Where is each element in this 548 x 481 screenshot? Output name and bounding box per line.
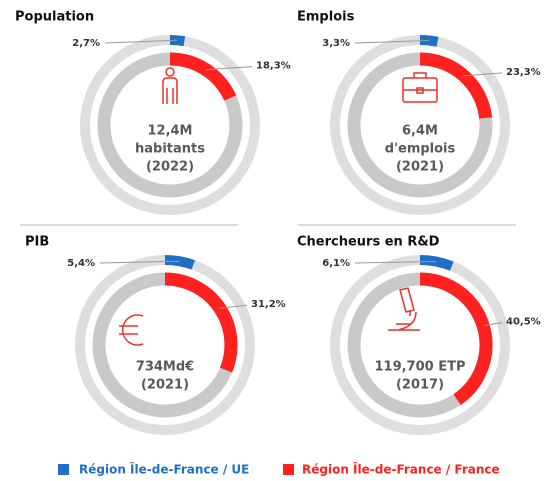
legend-swatch	[283, 464, 294, 475]
center-text: (2017)	[396, 378, 444, 393]
leader-line	[464, 72, 503, 77]
value-label: 18,3%	[256, 61, 291, 72]
legend-swatch	[58, 464, 69, 475]
ring-arc	[164, 255, 195, 270]
center-text: habitants	[135, 142, 205, 157]
center-text: 119,700 ETP	[374, 360, 465, 375]
leader-line	[354, 39, 429, 44]
center-text: (2021)	[396, 160, 444, 175]
ring-arc	[169, 35, 186, 47]
chart-title: Population	[15, 10, 94, 25]
leader-line	[205, 66, 253, 71]
ring-arc	[169, 52, 237, 101]
ring-arc	[164, 272, 238, 373]
briefcase-icon	[402, 72, 438, 103]
value-label: 5,4%	[67, 258, 95, 269]
center-text: (2022)	[146, 160, 194, 175]
center-text: 734Md€	[136, 360, 194, 375]
ring-arc	[419, 52, 493, 119]
value-label: 40,5%	[506, 317, 541, 328]
center-text: 6,4M	[402, 124, 438, 139]
chart-title: Emplois	[297, 10, 355, 25]
value-label: 2,7%	[72, 38, 100, 49]
legend-label: Région Île-de-France / UE	[79, 462, 249, 477]
chart-title: Chercheurs en R&D	[297, 235, 440, 250]
value-label: 6,1%	[322, 258, 350, 269]
leader-line	[104, 39, 178, 44]
legend-label: Région Île-de-France / France	[302, 462, 500, 477]
chart-title: PIB	[25, 235, 49, 250]
ring-arc	[419, 255, 454, 271]
leader-line	[354, 261, 437, 264]
leader-line	[483, 322, 503, 327]
center-text: d'emplois	[385, 142, 456, 157]
euro-icon	[119, 314, 144, 346]
value-label: 31,2%	[251, 299, 286, 310]
value-label: 3,3%	[322, 38, 350, 49]
microscope-icon	[388, 287, 420, 331]
value-label: 23,3%	[506, 67, 541, 78]
center-text: 12,4M	[147, 124, 192, 139]
center-text: (2021)	[141, 378, 189, 393]
ring-arc	[419, 272, 493, 405]
person-icon	[162, 67, 178, 104]
leader-line	[99, 260, 180, 264]
leader-line	[219, 304, 248, 309]
